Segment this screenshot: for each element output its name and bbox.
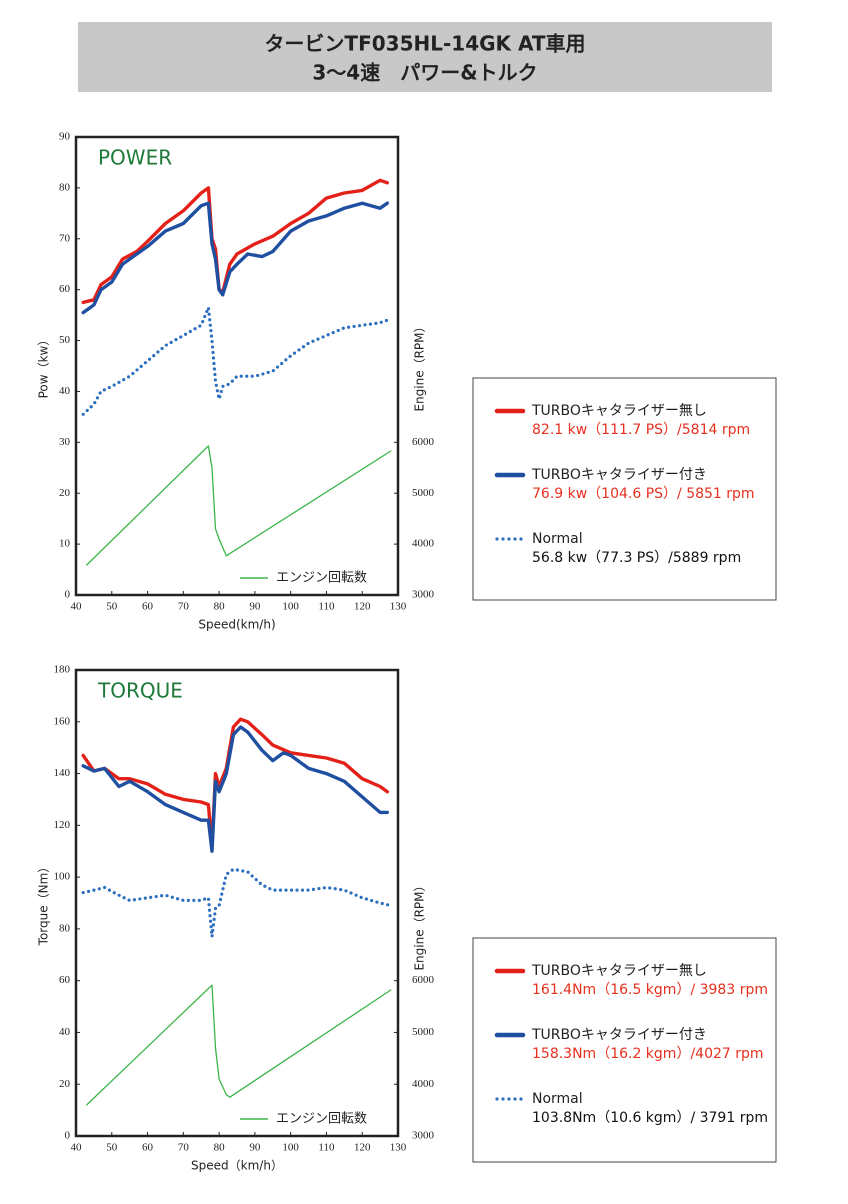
y-tick-label: 60: [59, 283, 71, 295]
x-tick-label: 40: [71, 601, 83, 613]
y-tick-label: 80: [59, 922, 71, 934]
y-tick-label: 20: [59, 487, 71, 499]
legend-box: [472, 377, 777, 601]
data-line: [86, 984, 392, 1106]
legend-label: エンジン回転数: [276, 1112, 367, 1127]
y-tick-label: 100: [54, 871, 71, 883]
x-tick-label: 70: [178, 1142, 190, 1154]
y2-tick-label: 5000: [412, 487, 435, 499]
y-tick-label: 140: [54, 767, 71, 779]
data-line: [81, 717, 389, 848]
x-tick-label: 80: [214, 1142, 226, 1154]
y2-tick-label: 6000: [412, 974, 435, 986]
x-tick-label: 130: [390, 601, 407, 613]
y2-tick-label: 3000: [412, 589, 435, 601]
x-tick-label: 60: [142, 1142, 154, 1154]
legend-note: 76.9 kw（104.6 PS）/ 5851 rpm: [532, 486, 755, 502]
x-tick-label: 100: [282, 1142, 299, 1154]
plot-frame: [74, 135, 400, 597]
y-tick-label: 0: [65, 1130, 71, 1142]
chart-title: TORQUE: [97, 679, 183, 703]
y-tick-label: 80: [59, 181, 71, 193]
legend-label: Normal: [532, 1091, 583, 1107]
x-tick-label: 90: [249, 601, 261, 613]
y-tick-label: 160: [54, 715, 71, 727]
y-tick-label: 20: [59, 1078, 71, 1090]
y-axis-label: Torque（Nm）: [37, 861, 51, 947]
legend-label: TURBOキャタライザー無し: [531, 963, 707, 979]
legend-label: エンジン回転数: [276, 571, 367, 586]
x-tick-label: 120: [354, 1142, 371, 1154]
y-tick-label: 60: [59, 974, 71, 986]
data-line: [81, 867, 393, 939]
y-tick-label: 10: [59, 538, 71, 550]
x-tick-label: 90: [249, 1142, 261, 1154]
x-tick-label: 110: [318, 1142, 335, 1154]
y-axis-label: Pow（kw）: [37, 334, 51, 399]
data-line: [81, 178, 389, 305]
x-tick-label: 120: [354, 601, 371, 613]
y-tick-label: 180: [54, 664, 71, 676]
header-subtitle: 3～4速 パワー&トルク: [312, 61, 537, 85]
legend-label: TURBOキャタライザー付き: [531, 467, 707, 483]
legend-box: [472, 937, 777, 1163]
x-axis-label: Speed(km/h): [198, 618, 275, 632]
y2-axis-label: Engine（RPM）: [413, 879, 427, 970]
x-tick-label: 130: [390, 1142, 407, 1154]
y2-tick-label: 4000: [412, 538, 435, 550]
y-tick-label: 40: [59, 1026, 71, 1038]
x-tick-label: 80: [214, 601, 226, 613]
y2-tick-label: 6000: [412, 436, 435, 448]
y-tick-label: 30: [59, 436, 71, 448]
data-line: [81, 725, 389, 853]
y-tick-label: 70: [59, 232, 71, 244]
x-tick-label: 100: [282, 601, 299, 613]
data-line: [81, 201, 389, 315]
legend-note: 82.1 kw（111.7 PS）/5814 rpm: [532, 422, 750, 438]
x-tick-label: 70: [178, 601, 190, 613]
chart-title: POWER: [98, 146, 172, 170]
y2-tick-label: 3000: [412, 1130, 435, 1142]
legend-note: 161.4Nm（16.5 kgm）/ 3983 rpm: [532, 982, 768, 998]
legend-label: TURBOキャタライザー無し: [531, 403, 707, 419]
legend-label: Normal: [532, 531, 583, 547]
y-tick-label: 90: [59, 131, 71, 143]
plot-frame: [74, 668, 400, 1138]
y-tick-label: 40: [59, 385, 71, 397]
x-tick-label: 50: [106, 1142, 118, 1154]
legend-note: 56.8 kw（77.3 PS）/5889 rpm: [532, 550, 741, 566]
x-tick-label: 110: [318, 601, 335, 613]
x-tick-label: 50: [106, 601, 118, 613]
x-tick-label: 40: [71, 1142, 83, 1154]
header-box: [78, 22, 772, 92]
y2-axis-label: Engine（RPM）: [413, 320, 427, 411]
y-tick-label: 120: [54, 819, 71, 831]
legend-note: 103.8Nm（10.6 kgm）/ 3791 rpm: [532, 1110, 768, 1126]
legend-note: 158.3Nm（16.2 kgm）/4027 rpm: [532, 1046, 764, 1062]
x-axis-label: Speed（km/h）: [191, 1159, 283, 1173]
data-line: [81, 305, 389, 416]
y2-tick-label: 5000: [412, 1026, 435, 1038]
y2-tick-label: 4000: [412, 1078, 435, 1090]
x-tick-label: 60: [142, 601, 154, 613]
y-tick-label: 0: [65, 589, 71, 601]
y-tick-label: 50: [59, 334, 71, 346]
data-line: [86, 445, 392, 566]
legend-label: TURBOキャタライザー付き: [531, 1027, 707, 1043]
header-title: タービンTF035HL-14GK AT車用: [264, 32, 585, 56]
